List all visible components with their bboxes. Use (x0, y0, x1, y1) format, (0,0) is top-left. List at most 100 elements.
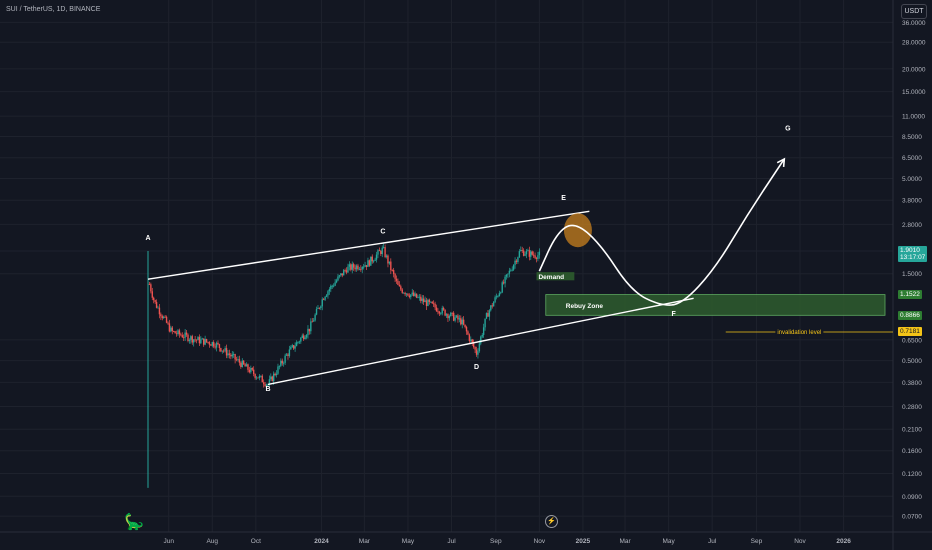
candle-body (248, 369, 251, 373)
candle-body (361, 266, 363, 270)
wave-point-label: G (785, 125, 791, 132)
candle-body (448, 316, 451, 319)
candle-body (524, 254, 526, 256)
candle-body (420, 296, 422, 301)
candle-body (235, 359, 238, 361)
candle-body (402, 292, 405, 294)
candle-body (175, 333, 178, 335)
candle-body (410, 294, 412, 298)
candle-body (460, 318, 462, 325)
candle-body (397, 280, 399, 285)
candle-body (478, 343, 481, 352)
candle-body (378, 250, 381, 252)
candle-body (464, 324, 466, 328)
candle-body (384, 247, 386, 257)
candle-body (537, 255, 539, 259)
time-tick-label: 2026 (836, 538, 851, 545)
currency-button[interactable]: USDT (901, 4, 927, 19)
rebuy-zone (545, 294, 886, 316)
candle-body (213, 342, 215, 347)
wave-point-label: E (561, 195, 566, 202)
candle-body (308, 328, 311, 332)
candle-body (532, 254, 535, 256)
time-tick-label: Nov (534, 538, 546, 545)
lightning-icon[interactable]: ⚡ (545, 515, 558, 528)
candle-body (224, 348, 226, 351)
candle-body (173, 331, 175, 332)
candle-body (164, 316, 166, 318)
candle-body (307, 328, 309, 336)
candle-body (470, 339, 472, 341)
candle-body (228, 353, 231, 355)
candle-body (178, 330, 181, 335)
candle-body (300, 337, 302, 342)
tradingview-logo-icon[interactable]: 🦕 (124, 514, 144, 531)
candle-body (211, 342, 213, 346)
candle-body (390, 261, 392, 271)
candle-body (337, 276, 339, 281)
candle-body (372, 260, 375, 262)
candle-body (538, 251, 541, 256)
candle-body (371, 256, 373, 262)
candle-body (312, 320, 315, 322)
candle-body (338, 275, 341, 277)
candle-body (150, 284, 152, 292)
candle-body (281, 360, 283, 364)
demand-zone-label: Demand (538, 274, 564, 281)
candle-body (234, 354, 236, 360)
candle-body (222, 350, 225, 352)
candle-body (205, 339, 208, 342)
candle-body (327, 291, 329, 296)
candle-body (330, 285, 332, 290)
candle-body (497, 296, 499, 297)
candle-body (505, 274, 508, 277)
candle-body (400, 286, 402, 290)
candle-body (494, 297, 496, 303)
candle-body (455, 315, 458, 318)
candle-body (274, 373, 276, 376)
invalidation-label-bg (775, 329, 824, 336)
candle-body (321, 299, 323, 307)
candle-body (357, 265, 359, 270)
time-tick-label: Sep (490, 538, 502, 545)
candle-body (264, 384, 266, 387)
candle-body (411, 292, 413, 295)
candle-body (158, 307, 161, 315)
price-tick-label: 28.0000 (902, 40, 926, 47)
candle-body (282, 362, 285, 364)
candle-body (177, 330, 179, 335)
time-tick-label: May (662, 538, 675, 545)
candle-body (191, 336, 193, 343)
candle-body (334, 282, 336, 286)
candle-body (297, 341, 299, 343)
candle-body (154, 300, 156, 302)
candle-body (510, 270, 512, 272)
candle-body (354, 267, 356, 270)
candle-body (487, 313, 489, 317)
price-tick-label: 0.3800 (902, 380, 922, 387)
candle-body (291, 345, 293, 347)
rebuy-zone-high-tag: 1.1522 (898, 290, 922, 300)
candle-body (278, 365, 281, 367)
candle-body (252, 369, 255, 375)
candle-body (351, 264, 353, 270)
candle-body (171, 327, 173, 332)
candle-body (198, 337, 201, 344)
candle-body (318, 307, 321, 309)
candle-body (342, 270, 345, 276)
candle-body (511, 269, 513, 271)
candle-body (441, 307, 443, 314)
candle-body (438, 311, 441, 314)
candle-body (430, 301, 432, 303)
candle-body (442, 307, 445, 310)
candle-body (380, 251, 382, 255)
candle-body (302, 335, 305, 340)
candle-body (501, 282, 503, 293)
candle-body (298, 341, 301, 343)
candle-body (522, 250, 525, 256)
candle-body (517, 257, 519, 263)
price-tick-label: 0.6500 (902, 337, 922, 344)
candle-body (294, 346, 296, 349)
candle-body (447, 314, 449, 319)
